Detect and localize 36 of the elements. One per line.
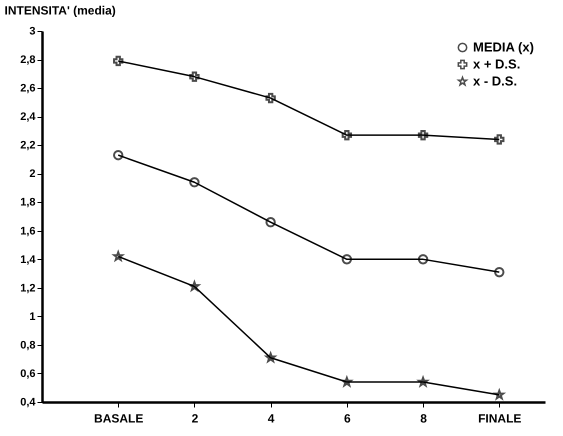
point [418, 254, 428, 264]
y-tick-label: 2 [29, 168, 36, 180]
y-tick-label: 1,4 [20, 254, 36, 266]
legend-label: MEDIA (x) [473, 40, 534, 54]
legend-label: x - D.S. [473, 74, 518, 88]
x-tick-label: 6 [344, 412, 352, 426]
x-tick-label: 2 [192, 412, 199, 426]
y-tick-label: 0,8 [20, 339, 36, 352]
point [494, 134, 504, 145]
y-axis-title: INTENSITA' (media) [4, 4, 116, 18]
y-tick-label: 1 [29, 310, 36, 323]
point [494, 266, 504, 278]
legend-label: x + D.S. [473, 56, 520, 72]
y-tick-label: 3 [29, 26, 36, 38]
point [342, 130, 352, 140]
point [113, 150, 124, 160]
y-tick-label: 1,6 [20, 225, 36, 238]
y-tick-label: 2,6 [20, 82, 36, 95]
point [265, 92, 276, 104]
point [265, 217, 276, 228]
y-tick-label: 1,8 [20, 196, 36, 209]
x-tick-label: 8 [420, 412, 428, 426]
x-tick-label: FINALE [478, 412, 522, 426]
y-tick-label: 2,8 [20, 54, 36, 66]
y-tick-label: 0,6 [20, 368, 36, 380]
point [418, 130, 428, 140]
y-tick-label: 1,2 [20, 282, 36, 294]
point [342, 254, 352, 264]
x-tick-label: BASALE [94, 412, 144, 426]
x-tick-label: 4 [268, 412, 275, 426]
y-tick-label: 2,2 [20, 140, 36, 152]
point [189, 71, 200, 82]
point [189, 177, 200, 188]
point [113, 56, 124, 66]
y-tick-label: 2,4 [20, 111, 36, 124]
y-tick-label: 0,4 [20, 396, 36, 408]
